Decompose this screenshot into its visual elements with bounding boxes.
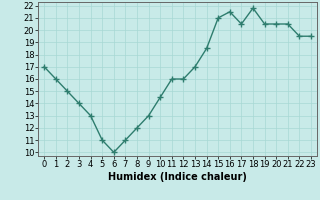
X-axis label: Humidex (Indice chaleur): Humidex (Indice chaleur) (108, 172, 247, 182)
